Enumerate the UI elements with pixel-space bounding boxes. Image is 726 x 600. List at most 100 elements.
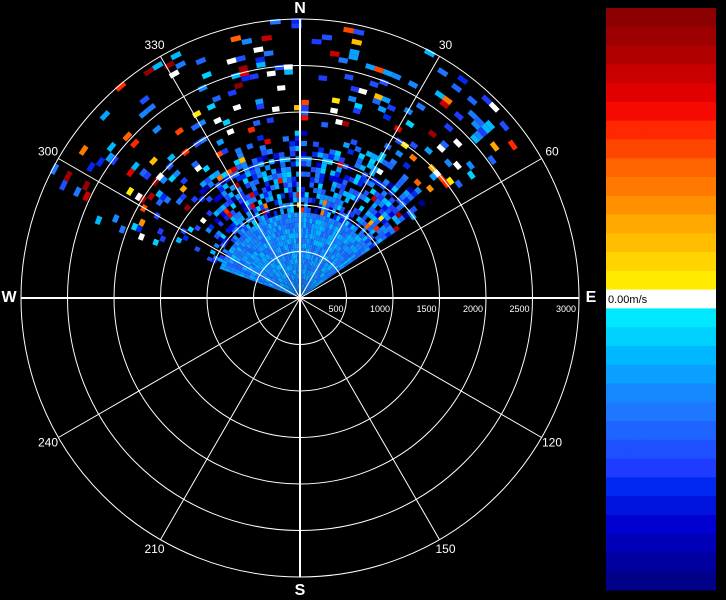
- velocity-cell: [305, 228, 309, 234]
- velocity-cell: [280, 167, 287, 173]
- velocity-cell: [325, 251, 331, 257]
- velocity-cell: [334, 258, 340, 264]
- velocity-cell: [286, 277, 290, 283]
- velocity-cell: [316, 188, 322, 195]
- velocity-cell: [291, 259, 294, 265]
- velocity-cell: [284, 261, 288, 267]
- velocity-cell: [290, 233, 294, 239]
- velocity-cell: [329, 170, 336, 177]
- velocity-cell: [256, 262, 262, 268]
- velocity-cell: [306, 253, 309, 260]
- velocity-cell: [268, 283, 274, 287]
- velocity-cell: [343, 253, 349, 259]
- velocity-cell: [172, 169, 182, 178]
- velocity-cell: [302, 292, 307, 296]
- velocity-cell: [267, 174, 274, 181]
- velocity-cell: [241, 266, 248, 272]
- angle-spoke: [58, 297, 301, 438]
- velocity-cell: [249, 233, 255, 240]
- velocity-cell: [333, 155, 341, 162]
- velocity-cell: [381, 197, 389, 205]
- velocity-cell: [234, 193, 242, 201]
- direction-label-west: W: [1, 289, 17, 306]
- velocity-cell: [253, 243, 259, 250]
- velocity-cell: [280, 269, 285, 274]
- velocity-cell: [318, 265, 324, 271]
- velocity-cell: [358, 205, 365, 212]
- velocity-cell: [251, 219, 257, 226]
- velocity-cell: [314, 262, 318, 268]
- velocity-cell: [195, 56, 207, 66]
- velocity-cell: [307, 228, 312, 234]
- velocity-cell: [194, 164, 203, 173]
- angle-tick-label: 300: [38, 145, 58, 159]
- velocity-cell: [295, 227, 298, 234]
- velocity-cell: [332, 192, 339, 199]
- velocity-cell: [289, 270, 292, 276]
- velocity-cell: [301, 279, 303, 285]
- velocity-cell: [354, 242, 361, 249]
- velocity-cell: [303, 279, 306, 285]
- velocity-cell: [378, 201, 385, 209]
- velocity-cell: [282, 290, 288, 293]
- velocity-cell: [229, 269, 235, 274]
- velocity-cell: [311, 197, 317, 204]
- velocity-cell: [286, 207, 291, 214]
- velocity-cell: [335, 118, 343, 126]
- velocity-cell: [208, 173, 217, 181]
- velocity-cell: [147, 192, 156, 201]
- velocity-cell: [288, 192, 293, 198]
- velocity-cell: [215, 150, 224, 159]
- velocity-cell: [259, 204, 265, 211]
- velocity-cell: [313, 208, 318, 215]
- velocity-cell: [304, 286, 309, 291]
- velocity-cell: [251, 173, 258, 181]
- range-tick-label: 3000: [556, 304, 576, 314]
- velocity-cell: [278, 151, 285, 158]
- velocity-cell: [330, 254, 336, 260]
- velocity-cell: [301, 115, 309, 121]
- velocity-cell: [284, 278, 289, 284]
- velocity-cell: [297, 279, 299, 285]
- velocity-cell: [275, 273, 280, 278]
- velocity-cell: [445, 176, 455, 186]
- velocity-cell: [227, 224, 234, 232]
- velocity-cell: [307, 281, 311, 287]
- velocity-cell: [130, 222, 139, 231]
- velocity-cell: [290, 248, 294, 255]
- velocity-cell: [263, 248, 269, 255]
- colorbar-label: 0.67m/s: [608, 275, 648, 287]
- velocity-cell: [278, 286, 284, 290]
- velocity-cell: [303, 263, 306, 270]
- colorbar-label: 6.67m/s: [608, 106, 648, 118]
- angle-tick-label: 210: [144, 542, 164, 556]
- velocity-cell: [275, 242, 280, 248]
- velocity-cell: [302, 291, 306, 296]
- velocity-cell: [272, 286, 278, 290]
- velocity-cell: [247, 249, 254, 255]
- velocity-cell: [324, 262, 329, 268]
- velocity-cell: [294, 274, 297, 280]
- velocity-cell: [359, 164, 367, 172]
- velocity-cell: [285, 244, 289, 250]
- velocity-cell: [316, 224, 321, 231]
- velocity-cell: [203, 176, 212, 185]
- velocity-cell: [315, 256, 319, 263]
- velocity-cell: [320, 242, 325, 249]
- velocity-cell: [437, 67, 449, 78]
- velocity-cell: [318, 236, 323, 242]
- velocity-cell: [206, 256, 213, 262]
- velocity-cell: [295, 232, 299, 239]
- velocity-cell: [230, 195, 238, 203]
- velocity-cell: [304, 280, 308, 286]
- velocity-cell: [302, 279, 305, 285]
- velocity-cell: [301, 140, 308, 147]
- velocity-cell: [314, 274, 319, 280]
- velocity-cell: [236, 254, 243, 260]
- velocity-cell: [216, 230, 223, 237]
- velocity-cell: [313, 273, 318, 279]
- velocity-cell: [315, 268, 319, 274]
- velocity-cell: [294, 263, 297, 270]
- velocity-cell: [304, 238, 308, 244]
- velocity-cell: [350, 253, 357, 260]
